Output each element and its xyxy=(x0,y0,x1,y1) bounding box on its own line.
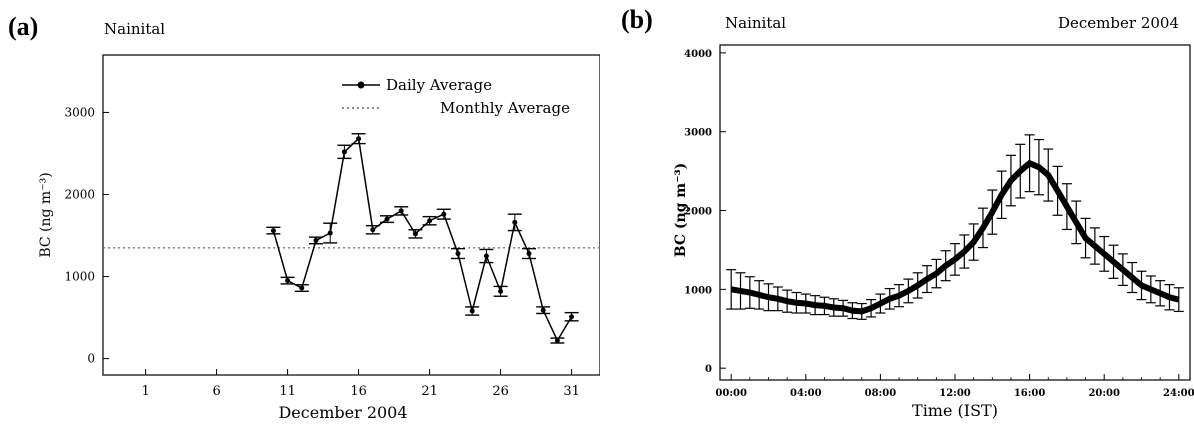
x-tick-label-b: 24:00 xyxy=(1163,388,1194,399)
data-point xyxy=(412,231,418,237)
x-tick-label-b: 08:00 xyxy=(865,388,897,399)
data-point xyxy=(384,216,390,222)
data-point xyxy=(540,307,546,313)
data-point xyxy=(356,136,362,142)
panel-b-site: Nainital xyxy=(725,14,787,32)
data-point xyxy=(398,208,404,214)
y-axis-label-b: BC (ng m⁻³) xyxy=(673,163,689,258)
x-tick-label-a: 16 xyxy=(350,384,367,399)
diurnal-line xyxy=(730,159,1180,315)
b-diurnal-series xyxy=(726,134,1184,320)
panel-b-label: (b) xyxy=(621,5,653,34)
data-point xyxy=(285,278,291,284)
data-point xyxy=(313,237,319,243)
data-point xyxy=(483,253,489,259)
data-point xyxy=(455,251,461,257)
x-tick-label-b: 00:00 xyxy=(715,388,747,399)
y-tick-label-a: 2000 xyxy=(64,187,95,201)
y-axis-label-a: BC (ng m⁻³) xyxy=(38,172,54,257)
data-point xyxy=(569,314,575,320)
data-point xyxy=(512,219,518,225)
panel-b: (b) Nainital December 2004 00:00 04:00 08:… xyxy=(600,0,1194,423)
x-tick-label-a: 11 xyxy=(279,384,296,399)
legend-daily-marker xyxy=(357,81,365,89)
plot-frame-b xyxy=(719,44,1191,381)
data-point xyxy=(498,288,504,294)
legend-daily-label: Daily Average xyxy=(386,76,492,94)
data-point xyxy=(370,227,376,233)
x-axis-label-a: December 2004 xyxy=(278,403,407,422)
x-tick-label-b: 16:00 xyxy=(1014,388,1046,399)
chart-b: 00:00 04:00 08:00 12:00 16:00 20:00 24:00 0 1000… xyxy=(673,44,1194,420)
x-tick-label-a: 31 xyxy=(563,384,580,399)
data-point xyxy=(299,285,305,291)
legend-a: Daily Average Monthly Average xyxy=(342,76,570,117)
data-point xyxy=(341,149,347,155)
data-point xyxy=(327,230,333,236)
y-tick-label-a: 3000 xyxy=(64,105,95,119)
x-tick-label-b: 12:00 xyxy=(939,388,971,399)
y-tick-label-a: 1000 xyxy=(64,270,95,284)
x-tick-label-a: 21 xyxy=(421,384,438,399)
panel-b-period: December 2004 xyxy=(1058,14,1179,32)
data-point xyxy=(469,308,475,314)
panel-a-label: (a) xyxy=(8,12,39,41)
x-axis-label-b: Time (IST) xyxy=(912,401,998,420)
x-tick-label-b: 04:00 xyxy=(790,388,822,399)
y-tick-label-a: 0 xyxy=(87,352,95,366)
a-daily-series xyxy=(266,133,579,344)
data-point xyxy=(270,228,276,234)
y-tick-label-b: 3000 xyxy=(684,128,712,139)
x-tick-label-a: 6 xyxy=(212,384,220,399)
panel-a-site: Nainital xyxy=(104,20,166,38)
y-tick-label-b: 4000 xyxy=(684,49,712,60)
x-tick-label-a: 26 xyxy=(492,384,509,399)
b-axis-ticks: 00:00 04:00 08:00 12:00 16:00 20:00 24:00 0 1000… xyxy=(684,49,1194,399)
daily-average-line xyxy=(272,137,573,343)
y-tick-label-b: 2000 xyxy=(684,207,712,218)
data-point xyxy=(441,211,447,217)
data-point xyxy=(526,251,532,257)
y-tick-label-b: 0 xyxy=(705,364,712,375)
x-tick-label-a: 1 xyxy=(141,384,149,399)
x-tick-label-b: 20:00 xyxy=(1088,388,1120,399)
data-point xyxy=(427,218,433,224)
y-tick-label-b: 1000 xyxy=(684,285,712,296)
panel-a: (a) Nainital 1 6 11 16 21 26 31 0 1000 2000 3000 D… xyxy=(0,0,601,423)
legend-monthly-label: Monthly Average xyxy=(440,99,570,117)
data-point xyxy=(554,338,560,344)
